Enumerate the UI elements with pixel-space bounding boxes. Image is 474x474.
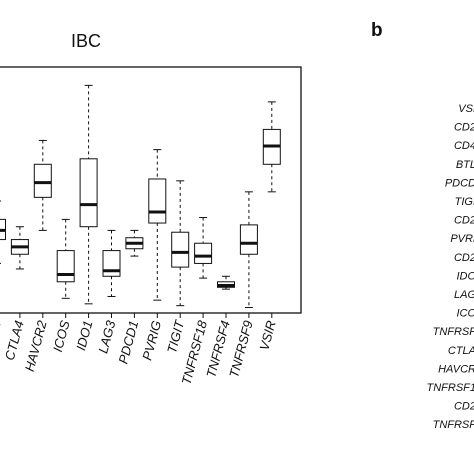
panel-b-label: HAVCR [438, 363, 474, 375]
box-ctla4 [10, 226, 29, 270]
panel-b-label: PDCD [445, 177, 474, 189]
panel-label-b: b [371, 20, 383, 41]
x-tick-label-lag3: LAG3 [95, 318, 118, 355]
panel-b-label: LAG [454, 289, 474, 301]
panel-b-label: CD2 [454, 252, 474, 264]
x-tick-label-ido1: IDO1 [73, 319, 95, 352]
panel-b-label: BTL [456, 159, 474, 171]
boxplot-area [0, 84, 281, 308]
box-havcr2 [33, 139, 52, 231]
panel-b-label: ICO [456, 308, 474, 320]
box-iqr-lag3 [102, 250, 121, 277]
box-iqr-tnfrsf18 [194, 242, 213, 264]
chart-title: IBC [71, 31, 101, 51]
box-pdcd1 [125, 229, 144, 257]
x-tick-label-vsir: VSIR [256, 319, 278, 352]
box-iqr-tigit [171, 231, 190, 268]
panel-b-label: VSI [458, 103, 474, 115]
panel-b-label: CD2 [454, 215, 474, 227]
panel-b-label: CD2 [454, 401, 474, 413]
panel-b-labels: VSI CD2 CD4 BTL PDCD TIGI CD2 PVRI CD2 IDO LAG ICO T… [427, 103, 474, 431]
box-iqr-havcr2 [33, 163, 52, 198]
box-pvrig [148, 149, 167, 301]
x-tick-label-havcr2: HAVCR2 [22, 318, 50, 373]
box-iqr-ido1 [79, 158, 98, 228]
box-tigit [171, 180, 190, 307]
box-tnfrsf9 [239, 191, 258, 308]
box-iqr-icos [56, 250, 75, 283]
panel-b-label: TNFRSF1 [427, 382, 474, 394]
box-iqr-pvrig [148, 178, 167, 224]
plot-frame [0, 66, 302, 314]
box-tnfrsf18 [194, 217, 213, 279]
box-lag3 [102, 229, 121, 297]
panel-b-label: IDO [456, 270, 474, 282]
box-ido1 [79, 84, 98, 305]
panel-b-label: PVRI [450, 233, 474, 245]
x-tick-label-tigit: TIGIT [164, 318, 187, 355]
x-tick-label-pdcd1: PDCD1 [115, 319, 141, 365]
panel-b-label: CD2 [454, 122, 474, 134]
panel-b-label: TIGI [455, 196, 474, 208]
x-tick-label-ctla4: CTLA4 [2, 319, 27, 362]
x-tick-label-pvrig: PVRIG [139, 319, 164, 362]
panel-b-label: TNFRSF [433, 326, 474, 338]
box-iqr-tnfrsf9 [239, 224, 258, 255]
box-cd274 [0, 200, 6, 264]
x-tick-label-icos: ICOS [50, 319, 73, 354]
panel-b-label: CD4 [454, 140, 474, 152]
box-vsir [262, 101, 281, 193]
panel-b-label: TNFRSF [433, 419, 474, 431]
box-tnfrsf4 [217, 275, 235, 290]
panel-b-label: CTLA [448, 345, 474, 357]
box-icos [56, 218, 75, 299]
